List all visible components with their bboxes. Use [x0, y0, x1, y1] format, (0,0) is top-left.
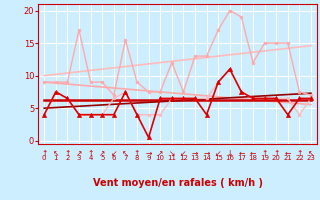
Text: ↗: ↗ [157, 149, 164, 158]
Text: ↙: ↙ [215, 149, 221, 158]
Text: ↑: ↑ [273, 149, 279, 158]
Text: ↑: ↑ [64, 149, 71, 158]
Text: ↙: ↙ [111, 149, 117, 158]
Text: ↑: ↑ [261, 149, 268, 158]
Text: ↓: ↓ [227, 149, 233, 158]
Text: ↑: ↑ [87, 149, 94, 158]
Text: →: → [192, 149, 198, 158]
Text: →: → [145, 149, 152, 158]
Text: →: → [204, 149, 210, 158]
Text: ↑: ↑ [296, 149, 303, 158]
Text: ←: ← [238, 149, 244, 158]
Text: ↖: ↖ [122, 149, 129, 158]
Text: ↑: ↑ [41, 149, 47, 158]
Text: ↗: ↗ [99, 149, 105, 158]
Text: ↗: ↗ [76, 149, 82, 158]
Text: ↙: ↙ [180, 149, 187, 158]
Text: ←: ← [284, 149, 291, 158]
Text: ↘: ↘ [169, 149, 175, 158]
Text: ↖: ↖ [52, 149, 59, 158]
Text: ←: ← [250, 149, 256, 158]
Text: ↑: ↑ [134, 149, 140, 158]
X-axis label: Vent moyen/en rafales ( km/h ): Vent moyen/en rafales ( km/h ) [92, 178, 263, 188]
Text: ↖: ↖ [308, 149, 314, 158]
